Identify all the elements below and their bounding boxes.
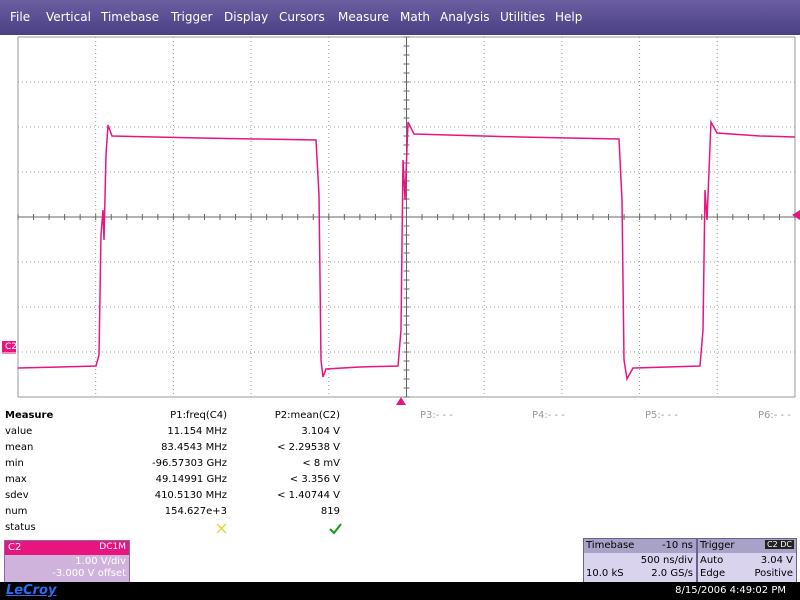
timebase-title: Timebase — [586, 540, 635, 551]
menu-item[interactable]: Analysis — [440, 10, 490, 24]
cell: 410.5130 MHz — [154, 490, 227, 501]
cell: < 2.29538 V — [277, 442, 340, 453]
menu-item[interactable]: Help — [555, 10, 583, 24]
trigger-level: 3.04 V — [760, 555, 793, 566]
menu-item[interactable]: Vertical — [46, 10, 91, 24]
param-header: P1:freq(C4) — [170, 410, 227, 421]
param-header: P3:- - - — [420, 410, 453, 421]
row-label: status — [5, 522, 36, 533]
brand: LeCroy — [6, 583, 57, 598]
menu-item[interactable]: Measure — [338, 10, 389, 24]
trigger-mode: Auto — [700, 555, 724, 566]
menu-bar: File Vertical Timebase Trigger Display Cursor… — [0, 0, 800, 35]
timebase-box[interactable]: Timebase -10 ns 500 ns/div 10.0 kS 2.0 G… — [583, 538, 697, 583]
channel-box-head — [5, 541, 129, 555]
channel-box[interactable]: C2 DC1M 1.00 V/div -3.000 V offset — [4, 540, 130, 583]
status-ok — [329, 523, 342, 535]
param-header: P2:mean(C2) — [274, 410, 340, 421]
row-label: num — [5, 506, 28, 517]
menu-item[interactable]: Timebase — [101, 10, 159, 24]
scope-display: C2 — [2, 36, 800, 405]
menu-item[interactable]: Trigger — [171, 10, 213, 24]
trigger-title: Trigger — [700, 540, 735, 551]
trigger-source: C2 DC — [765, 540, 794, 549]
menu-item[interactable]: Utilities — [500, 10, 546, 24]
menu-item[interactable]: Cursors — [279, 10, 325, 24]
param-header: P6:- - - — [758, 410, 791, 421]
cell: 154.627e+3 — [164, 506, 227, 517]
channel-marker: C2 — [5, 342, 17, 352]
graticule — [17, 36, 796, 398]
datetime: 8/15/2006 4:49:02 PM — [675, 585, 786, 596]
cell: -96.57303 GHz — [151, 458, 227, 469]
channel-coupling: DC1M — [99, 542, 126, 552]
waveform — [17, 119, 796, 382]
status-icons — [216, 523, 342, 535]
row-label: max — [5, 474, 27, 485]
trigger-position-marker — [396, 397, 406, 405]
menu-item[interactable]: File — [10, 10, 31, 24]
channel-scale: 1.00 V/div — [75, 556, 126, 567]
measure-panel: Measure P1:freq(C4) P2:mean(C2) P3:- - - P4:… — [0, 405, 800, 538]
row-label: sdev — [5, 490, 29, 501]
menu-item[interactable]: Display — [224, 10, 269, 24]
channel-marker-bg — [2, 341, 16, 352]
row-label: mean — [5, 442, 34, 453]
timebase-samples: 10.0 kS — [586, 568, 624, 579]
timebase-rate: 2.0 GS/s — [651, 568, 693, 579]
trigger-box[interactable]: Trigger C2 DC Auto 3.04 V Edge Positive — [697, 538, 797, 583]
channel-name: C2 — [8, 542, 22, 553]
trigger-level-marker — [792, 210, 800, 220]
status-bar: LeCroy 8/15/2006 4:49:02 PM — [0, 582, 800, 600]
cell: 11.154 MHz — [167, 426, 227, 437]
cell: 83.4543 MHz — [161, 442, 227, 453]
timebase-delay: -10 ns — [661, 540, 693, 551]
menu-item[interactable]: Math — [400, 10, 431, 24]
timebase-box-head — [584, 539, 696, 553]
param-header: P4:- - - — [532, 410, 565, 421]
cell: < 1.40744 V — [277, 490, 340, 501]
cell: 819 — [320, 506, 340, 517]
row-label: value — [5, 426, 33, 437]
row-label: min — [5, 458, 24, 469]
trigger-slope: Positive — [754, 568, 793, 579]
timebase-scale: 500 ns/div — [640, 555, 693, 566]
status-fail — [216, 523, 227, 534]
channel-offset: -3.000 V offset — [52, 568, 126, 579]
cell: < 3.356 V — [289, 474, 340, 485]
cell: 3.104 V — [301, 426, 340, 437]
cell: < 8 mV — [302, 458, 340, 469]
measure-title: Measure — [5, 410, 54, 421]
trigger-type: Edge — [700, 568, 726, 579]
param-header: P5:- - - — [645, 410, 678, 421]
cell: 49.14991 GHz — [155, 474, 227, 485]
